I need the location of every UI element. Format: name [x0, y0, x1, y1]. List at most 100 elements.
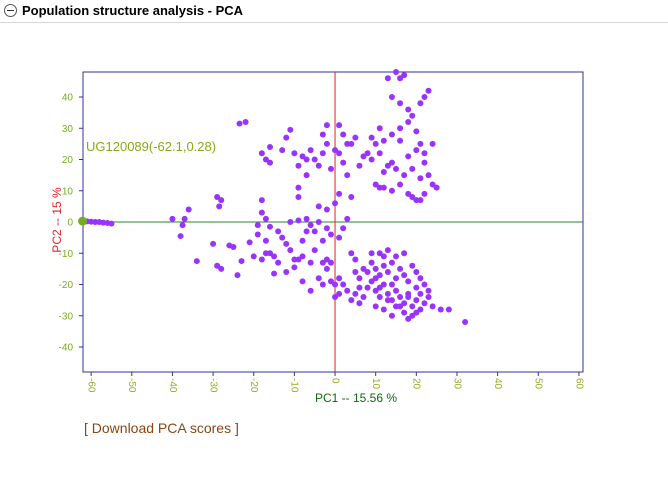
data-point	[295, 162, 302, 169]
section-header: Population structure analysis - PCA	[0, 0, 668, 23]
data-point	[108, 220, 115, 227]
data-point	[462, 319, 469, 325]
data-point	[388, 131, 395, 138]
data-point	[372, 275, 379, 282]
data-point	[344, 287, 351, 294]
data-point	[364, 150, 371, 157]
data-point	[266, 223, 273, 230]
data-point	[262, 156, 269, 163]
data-point	[266, 144, 273, 150]
data-point	[303, 156, 310, 163]
data-point	[348, 297, 355, 304]
data-point	[356, 275, 363, 282]
data-point	[429, 140, 436, 147]
data-point	[397, 100, 404, 107]
data-point	[262, 215, 269, 222]
highlight-annotation: UG120089(-62.1,0.28)	[86, 139, 216, 154]
data-point	[254, 222, 261, 229]
data-point	[323, 265, 330, 272]
data-point	[336, 275, 343, 282]
data-point	[177, 233, 184, 240]
data-point	[271, 270, 278, 277]
y-tick-label: -20	[59, 280, 74, 291]
data-point	[266, 159, 273, 166]
data-point	[319, 259, 326, 266]
data-point	[299, 237, 306, 244]
data-point	[405, 294, 412, 300]
y-tick-label: 20	[62, 155, 74, 166]
data-point	[307, 287, 314, 294]
x-tick-label: 30	[451, 378, 462, 390]
data-point	[393, 275, 400, 282]
data-point	[307, 147, 314, 154]
y-tick-label: 0	[67, 218, 73, 229]
data-point	[327, 278, 334, 285]
data-point	[287, 126, 294, 133]
data-point	[397, 137, 404, 144]
data-point	[226, 242, 233, 249]
data-point	[246, 239, 253, 246]
data-point	[283, 269, 290, 275]
data-point	[315, 219, 322, 225]
data-point	[376, 150, 383, 157]
highlighted-point	[78, 216, 88, 226]
data-point	[340, 159, 347, 166]
data-point	[238, 258, 245, 265]
data-point	[352, 269, 359, 275]
data-point	[425, 294, 432, 300]
data-point	[393, 69, 400, 75]
data-point	[360, 265, 367, 272]
data-point	[356, 162, 363, 169]
data-point	[421, 150, 428, 157]
data-point	[336, 234, 343, 241]
data-point	[393, 303, 400, 310]
data-point	[218, 197, 225, 204]
data-point	[336, 290, 343, 297]
y-tick-label: -10	[59, 249, 74, 260]
data-point	[216, 203, 223, 210]
y-tick-label: 30	[62, 124, 74, 135]
data-point	[348, 194, 355, 200]
x-tick-label: -10	[289, 378, 300, 393]
data-point	[364, 284, 371, 291]
data-point	[275, 259, 282, 266]
data-point	[380, 184, 387, 191]
data-point	[372, 265, 379, 272]
x-tick-label: -20	[248, 378, 259, 393]
data-point	[397, 125, 404, 132]
data-point	[417, 175, 424, 182]
data-point	[311, 156, 318, 163]
data-point	[364, 269, 371, 275]
x-tick-label: 20	[411, 378, 422, 390]
data-point	[311, 228, 318, 235]
y-tick-label: 10	[62, 186, 74, 197]
data-point	[169, 215, 176, 222]
data-point	[433, 184, 440, 191]
data-point	[372, 303, 379, 310]
data-point	[405, 106, 412, 113]
data-point	[336, 190, 343, 197]
data-point	[380, 306, 387, 313]
data-point	[401, 72, 408, 79]
data-point	[287, 247, 294, 254]
data-point	[413, 269, 420, 275]
data-point	[279, 234, 286, 241]
data-point	[258, 209, 265, 216]
data-point	[417, 197, 424, 204]
x-tick-label: 60	[573, 378, 584, 390]
y-tick-label: -30	[59, 311, 74, 322]
data-point	[388, 259, 395, 266]
data-point	[409, 194, 416, 200]
data-point	[323, 256, 330, 263]
data-point	[409, 165, 416, 172]
data-point	[417, 306, 424, 313]
data-point	[332, 200, 339, 207]
data-point	[356, 284, 363, 291]
data-point	[179, 222, 186, 229]
download-pca-scores-link[interactable]: [ Download PCA scores ]	[84, 420, 239, 436]
minus-circle-icon[interactable]	[4, 4, 17, 17]
data-point	[295, 256, 302, 263]
data-point	[181, 215, 188, 222]
data-point	[218, 265, 225, 272]
